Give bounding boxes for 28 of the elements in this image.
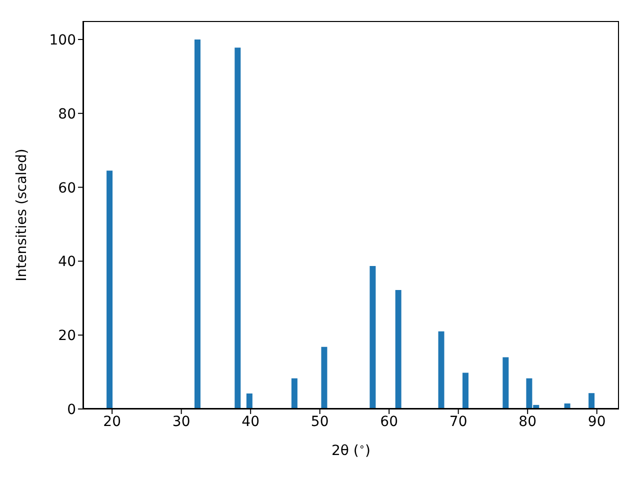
bar (321, 346, 328, 409)
bar (291, 378, 298, 409)
bar (246, 393, 252, 409)
x-tick-label: 70 (449, 414, 468, 430)
y-tick-label: 80 (58, 106, 76, 122)
bar (395, 290, 402, 409)
x-tick-label: 90 (588, 414, 606, 430)
y-tick-label: 0 (67, 402, 76, 418)
bar (234, 48, 241, 409)
bar (502, 357, 509, 409)
x-axis-title: 2θ ($^{∘}$) (332, 442, 370, 459)
x-tick-label: 60 (380, 414, 398, 430)
y-tick-label: 40 (58, 254, 76, 270)
x-tick-label: 20 (103, 414, 121, 430)
x-tick-label: 80 (518, 414, 537, 430)
bar (588, 393, 595, 409)
bar (194, 39, 200, 409)
bar (370, 266, 376, 409)
x-tick-label: 30 (172, 414, 190, 430)
x-tick-label: 50 (310, 414, 329, 430)
bar (438, 331, 444, 409)
y-tick-label: 60 (58, 180, 76, 196)
y-tick-label: 100 (49, 32, 76, 48)
y-axis-title: Intensities (scaled) (14, 148, 30, 282)
x-tick-label: 40 (242, 414, 260, 430)
bar (106, 170, 113, 409)
bar (462, 372, 468, 409)
y-tick-label: 20 (58, 328, 76, 344)
